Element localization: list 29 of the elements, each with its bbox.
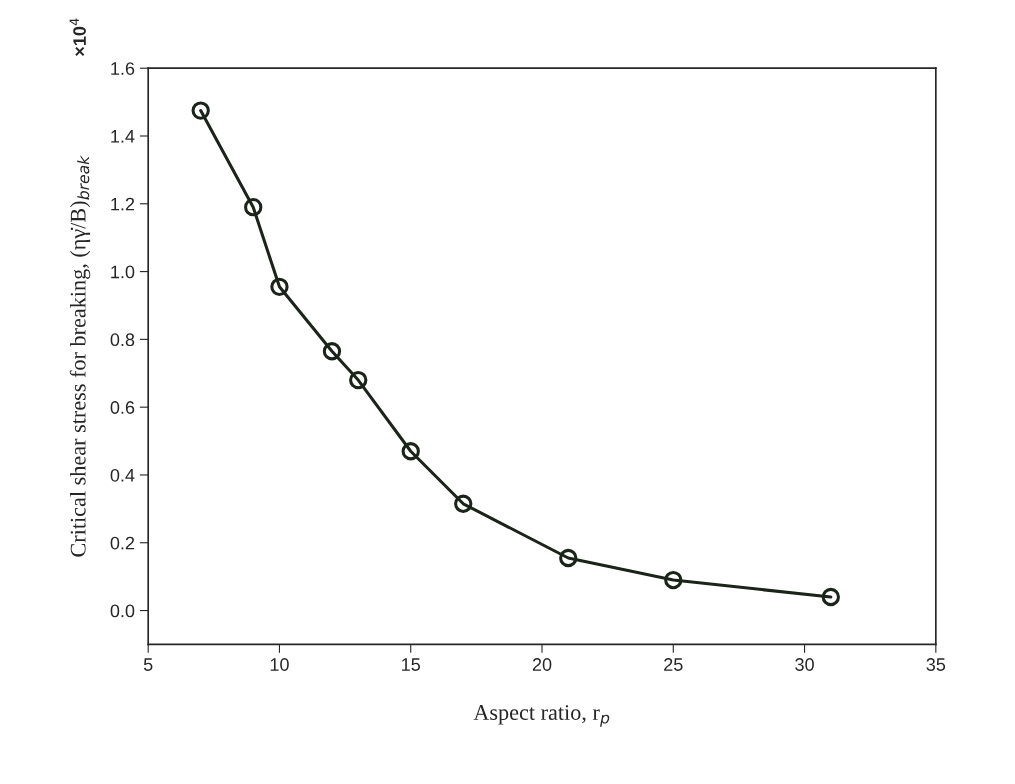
x-tick-label: 35 (926, 658, 946, 671)
y-tick-label: 1.0 (111, 265, 135, 279)
point (244, 198, 263, 217)
y-tick-label: 0.0 (110, 604, 135, 618)
y-tick-label: 0.2 (110, 536, 135, 550)
point (401, 442, 420, 461)
point (270, 277, 289, 297)
x-tick-label: 30 (795, 658, 814, 671)
point (454, 494, 473, 513)
point (664, 570, 683, 590)
x-tick-label: 25 (664, 658, 683, 671)
y-axis-title: Critical shear stress for breaking, (ηγ̇/B)$_{break}$ (69, 155, 91, 557)
y-tick-label: 0.8 (110, 333, 135, 347)
y-tick-label: 1.6 (111, 62, 135, 75)
y-tick-label: 1.4 (111, 130, 135, 143)
x-axis-title: Aspect ratio, r$_{p}$ (473, 705, 610, 727)
text: ×10$^{4}$ (69, 18, 86, 56)
point (349, 370, 368, 390)
y-tick-label: 0.4 (110, 468, 135, 482)
point (191, 101, 210, 120)
point (322, 342, 342, 361)
x-tick-label: 5 (143, 658, 153, 671)
x-tick-label: 20 (532, 658, 552, 671)
x-tick-label: 15 (402, 658, 421, 671)
point (559, 548, 578, 568)
x-tick-label: 10 (270, 658, 289, 671)
point (821, 587, 840, 607)
y-tick-label: 0.6 (110, 401, 135, 414)
y-tick-label: 1.2 (111, 197, 135, 211)
